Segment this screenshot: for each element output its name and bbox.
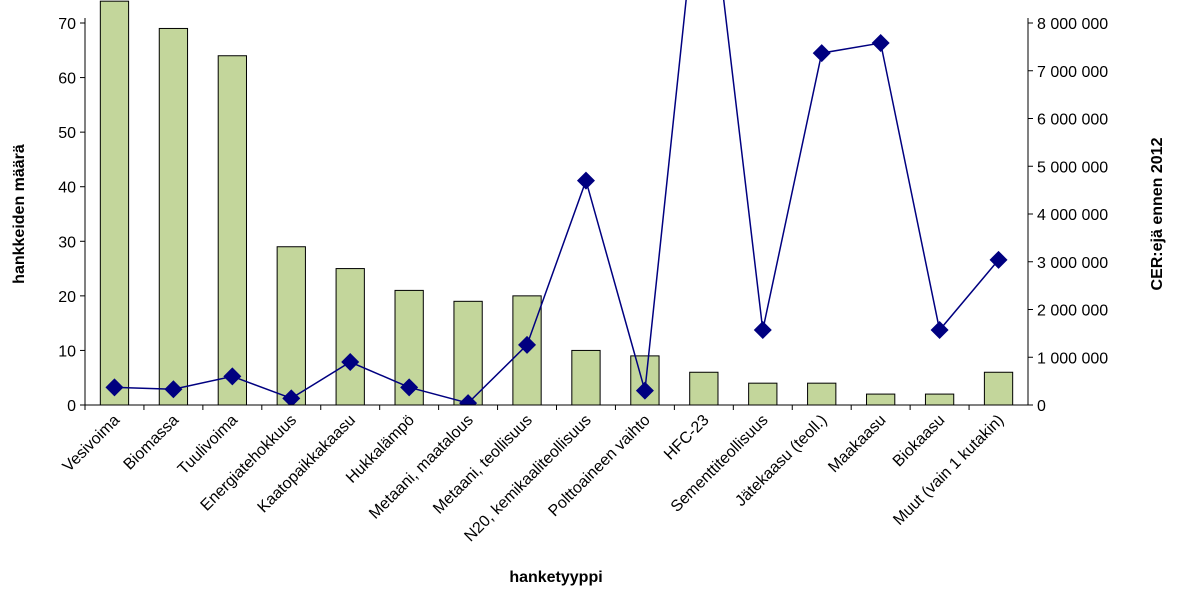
- bar: [571, 349, 601, 405]
- bar: [158, 27, 189, 405]
- y-tick-label: 50: [58, 125, 76, 142]
- y2-tick-label: 4 000 000: [1037, 207, 1108, 224]
- marker: [930, 321, 949, 340]
- marker: [459, 394, 478, 405]
- x-tick-label: Biokaasu: [890, 412, 949, 471]
- y-tick-label: 10: [58, 343, 76, 360]
- bar: [276, 246, 306, 405]
- y2-tick-label: 0: [1037, 398, 1046, 415]
- line: [114, 0, 1000, 404]
- y2-tick-label: 2 000 000: [1037, 303, 1108, 320]
- y2-tick-label: 6 000 000: [1037, 112, 1108, 129]
- x-tick-label: Metaani, teollisuus: [430, 412, 536, 518]
- y-tick-label: 40: [58, 180, 76, 197]
- y-tick-label: 30: [58, 234, 76, 251]
- x-tick-label: Biomassa: [121, 412, 183, 474]
- y2-tick-label: 7 000 000: [1037, 64, 1108, 81]
- y2-tick-label: 5 000 000: [1037, 159, 1108, 176]
- y2-axis-title: CER:ejä ennen 2012: [1149, 137, 1166, 290]
- bar: [924, 393, 955, 405]
- y-tick-label: 60: [58, 71, 76, 88]
- x-tick-label: Maakaasu: [825, 412, 889, 476]
- bar: [866, 393, 896, 405]
- bar: [335, 268, 365, 405]
- bar: [983, 371, 1014, 405]
- y2-tick-label: 8 000 000: [1037, 16, 1108, 33]
- x-tick-label: HFC-23: [661, 412, 713, 464]
- marker: [223, 367, 242, 386]
- x-tick-label: Sementtiteollisuus: [668, 412, 772, 516]
- y-tick-label: 20: [58, 289, 76, 306]
- bar: [807, 382, 837, 405]
- marker: [812, 44, 831, 63]
- marker: [635, 381, 654, 400]
- plot-area: [99, 0, 1014, 405]
- x-tick-label: Kaatopaikkakaasu: [255, 412, 359, 516]
- marker: [400, 378, 419, 397]
- marker: [871, 34, 890, 53]
- bar: [453, 300, 483, 405]
- y-tick-label: 0: [67, 398, 76, 415]
- x-tick-label: Metaani, maatalous: [366, 412, 477, 523]
- marker: [753, 321, 772, 340]
- bar: [99, 0, 130, 405]
- marker: [105, 378, 124, 397]
- y-axis-title: hankkeiden määrä: [11, 144, 28, 284]
- bar: [748, 382, 778, 405]
- bar: [217, 55, 247, 405]
- marker: [989, 250, 1008, 269]
- marker: [518, 335, 537, 354]
- y2-tick-label: 3 000 000: [1037, 255, 1108, 272]
- x-tick-label: Polttoaineen vaihto: [545, 412, 653, 520]
- marker: [282, 389, 301, 405]
- x-axis-title: hanketyyppi: [509, 569, 602, 586]
- y2-tick-label: 1 000 000: [1037, 350, 1108, 367]
- x-tick-label: Vesivoima: [60, 412, 124, 476]
- marker: [341, 353, 360, 372]
- marker: [576, 171, 595, 190]
- bar: [689, 371, 719, 405]
- x-tick-label: Muut (vain 1 kutakin): [890, 412, 1007, 529]
- marker: [164, 380, 183, 399]
- y-tick-label: 70: [58, 16, 76, 33]
